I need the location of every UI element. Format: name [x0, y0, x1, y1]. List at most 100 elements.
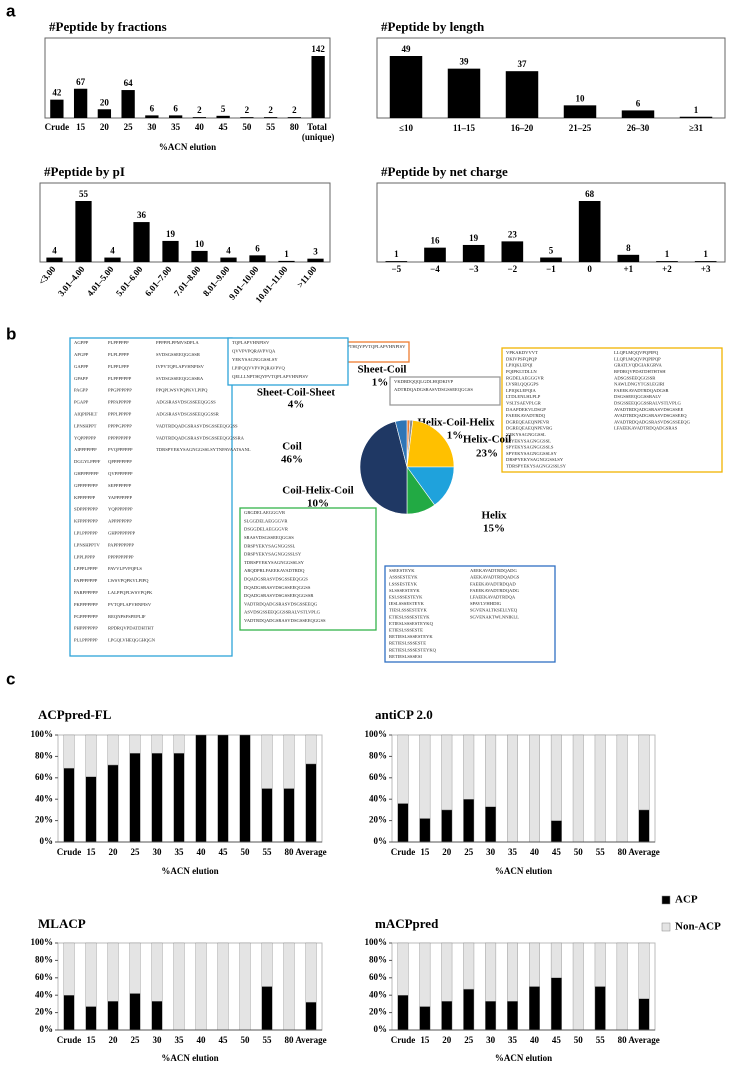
- x-tick-label: Average: [295, 847, 326, 857]
- y-tick-label: 60%: [369, 772, 387, 782]
- x-tick-label: 25: [131, 1035, 141, 1045]
- y-tick-label: 100%: [31, 937, 54, 947]
- x-tick-label: 15: [76, 122, 86, 132]
- bar-segment: [107, 1001, 119, 1031]
- x-tick-label: 45: [552, 847, 562, 857]
- slice-value: 23%: [476, 448, 498, 460]
- sequence: PLLPPPPPP: [74, 638, 98, 643]
- sequence: ASVDSGSSEEQGGSSRALVSTLVPLG: [244, 610, 321, 615]
- bar-segment: [305, 734, 317, 765]
- x-tick-label: Crude: [45, 122, 70, 132]
- bar-segment: [441, 734, 453, 811]
- bar: [192, 117, 207, 118]
- value-label: 10: [195, 239, 205, 249]
- bar-segment: [485, 1001, 497, 1031]
- bar-segment: [485, 734, 497, 807]
- y-tick-label: 100%: [365, 937, 388, 947]
- value-label: 6: [150, 103, 155, 113]
- x-tick-label: 20: [442, 1035, 452, 1045]
- y-tick-label: 20%: [35, 815, 53, 825]
- bar-segment: [485, 806, 497, 843]
- bar-segment: [151, 734, 163, 754]
- slice-label: Helix-Coil-Helix: [418, 417, 495, 429]
- sequence: IVPVTQPLAPVHNPISV: [156, 364, 205, 369]
- bar-segment: [528, 986, 540, 1031]
- bar-segment: [550, 942, 562, 978]
- sequence: RETIESLSSSESTEYK: [389, 634, 433, 639]
- sequence: DQADGSRASVDSGSSEEQGGS: [244, 576, 308, 581]
- sequence: ADGSRASVDSGSSEEQGGSS: [156, 400, 216, 405]
- sequence: ETIESLSSSESTEYK: [389, 614, 430, 619]
- x-tick-label: 35: [175, 847, 185, 857]
- sequence: SDPPPPPPP: [74, 507, 98, 512]
- value-label: 55: [79, 189, 89, 199]
- value-label: 6: [636, 98, 641, 108]
- bar-segment: [261, 788, 273, 843]
- x-axis-label: %ACN elution: [495, 866, 552, 876]
- x-tick-label: 3.01–4.00: [56, 264, 87, 298]
- bar: [240, 117, 254, 118]
- x-axis-label: %ACN elution: [159, 142, 216, 152]
- sequence: SEPPPPPPP: [108, 483, 132, 488]
- chart-title: ACPpred-FL: [38, 707, 112, 722]
- bar: [679, 116, 713, 118]
- y-tick-label: 0%: [40, 1024, 54, 1034]
- sequence: VPKAKDVVVT: [506, 350, 538, 355]
- plot-frame: [57, 942, 323, 1031]
- sequence: PAPPPPPPPP: [108, 542, 134, 547]
- legend-swatch: [661, 895, 671, 905]
- chart-title: MLACP: [38, 916, 86, 931]
- x-tick-label: 40: [195, 122, 205, 132]
- value-label: 2: [197, 105, 202, 115]
- sequence: FAEEKAVADTRDQAD: [470, 581, 516, 586]
- x-tick-label: 80: [618, 1035, 628, 1045]
- sequence: SRASVDSGSSEEQGGSS: [244, 535, 294, 540]
- x-tick-label: 55: [263, 847, 273, 857]
- sequence: TDRSPYEKYSAGNGGSSLSY: [506, 463, 567, 468]
- sequence: RPDRQVPDATDHTHT: [108, 626, 154, 631]
- sequence: DGREQEAEQNPEVRG: [506, 426, 553, 431]
- value-label: 6: [173, 103, 178, 113]
- sequence: SPAVLVHHDIG: [470, 601, 502, 606]
- value-label: 16: [431, 236, 441, 246]
- x-tick-label: 20: [100, 122, 110, 132]
- sequence: SPYEKYSAGNGGSSLS: [506, 445, 554, 450]
- x-tick-label: 15: [420, 847, 430, 857]
- y-tick-label: 80%: [369, 954, 387, 964]
- pie-slice: [406, 420, 455, 468]
- sequence: LALPPQPLWSVPQPK: [108, 590, 153, 595]
- sequence: PLPPLPPP: [108, 364, 129, 369]
- sequence: ETIESLSSSESTE: [389, 627, 423, 632]
- sequence: LPPPLPPPP: [74, 566, 98, 571]
- value-label: 1: [665, 249, 670, 259]
- bar-segment: [305, 942, 317, 1003]
- x-tick-label: 25: [464, 847, 474, 857]
- x-tick-label: 21–25: [569, 123, 592, 133]
- x-tick-label: Crude: [391, 1035, 416, 1045]
- sequence: DSGSSEEQGGSSRALVSTLVPLG: [614, 400, 681, 405]
- bar-segment: [550, 734, 562, 821]
- x-tick-label: 30: [153, 847, 163, 857]
- x-tick-label: 50: [241, 847, 251, 857]
- sequence: ETIESLSSSESTEYKQ: [389, 621, 434, 626]
- bar-segment: [463, 799, 475, 843]
- sequence: DRSPYEKYSAGNGGSSLSY: [506, 457, 564, 462]
- bar-segment: [85, 776, 97, 843]
- sequence: DGGYLPPPF: [74, 459, 101, 464]
- x-tick-label: 20: [109, 847, 119, 857]
- sequence: FAEEKAVADTRDQ: [506, 413, 546, 418]
- x-tick-label: 6.01–7.00: [143, 264, 174, 298]
- bar-segment: [638, 998, 650, 1031]
- sequence: QVPPPPPPP: [108, 471, 133, 476]
- bar-segment: [507, 1001, 519, 1031]
- bar-segment: [528, 734, 540, 843]
- y-tick-label: 60%: [35, 772, 53, 782]
- bar-segment: [616, 734, 628, 843]
- sequence: DSGSSEEQGGSSRALV: [614, 394, 662, 399]
- plot-frame: [391, 734, 656, 843]
- bar: [162, 240, 179, 262]
- bar-segment: [397, 734, 409, 804]
- value-label: 2: [245, 105, 250, 115]
- bar-segment: [261, 734, 273, 789]
